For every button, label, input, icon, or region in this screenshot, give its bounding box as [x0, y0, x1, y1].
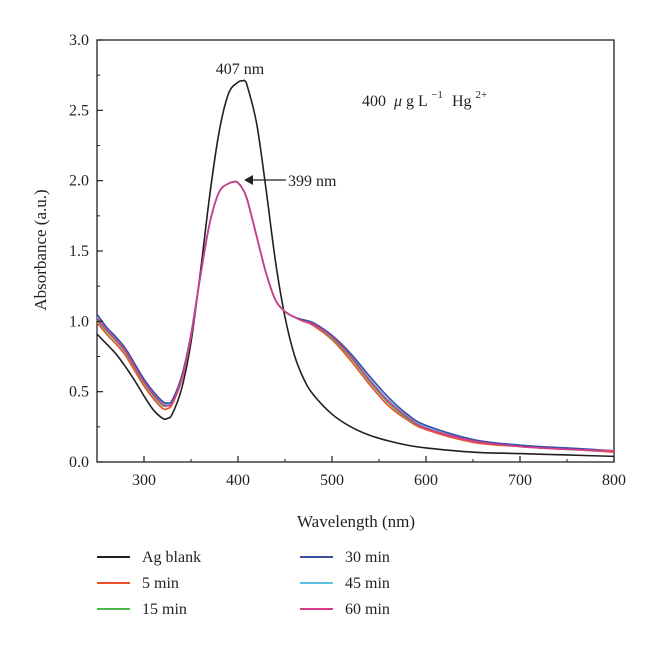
- x-tick-label: 800: [602, 472, 626, 489]
- legend-label: 60 min: [345, 601, 390, 618]
- condition-exp1: −1: [431, 89, 443, 101]
- series-layer: [96, 79, 615, 458]
- x-tick-label: 600: [414, 472, 438, 489]
- condition-exp2: 2+: [476, 89, 488, 101]
- x-axis-ticks: 300 400 500 600 700 800: [96, 456, 626, 489]
- legend: Ag blank 5 min 15 min 30 min 45 min 60 min: [97, 549, 390, 618]
- series-line-5-min: [96, 180, 615, 453]
- x-axis-title: Wavelength (nm): [297, 512, 415, 531]
- legend-label: 30 min: [345, 549, 390, 566]
- y-axis-title: Absorbance (a.u.): [31, 189, 50, 310]
- condition-label: 400 μ g L −1 Hg 2+: [362, 85, 487, 110]
- peak-label-sample: 399 nm: [288, 173, 337, 190]
- condition-ion: Hg: [452, 93, 472, 110]
- x-tick-label: 700: [508, 472, 532, 489]
- legend-label: 5 min: [142, 575, 179, 592]
- x-tick-label: 400: [226, 472, 250, 489]
- legend-label: Ag blank: [142, 549, 201, 566]
- y-tick-label: 0.0: [69, 454, 89, 471]
- y-tick-label: 0.5: [69, 384, 89, 401]
- condition-mu: μ: [393, 93, 402, 110]
- series-line-60-min: [96, 180, 615, 452]
- y-axis-ticks: 0.0 0.5 1.0 1.5 2.0 2.5 3.0: [69, 32, 103, 471]
- peak-label-blank: 407 nm: [216, 61, 265, 78]
- peak-arrow: [244, 175, 286, 185]
- y-tick-label: 2.5: [69, 102, 89, 119]
- legend-label: 45 min: [345, 575, 390, 592]
- condition-amount: 400: [362, 93, 386, 110]
- x-tick-label: 300: [132, 472, 156, 489]
- legend-label: 15 min: [142, 601, 187, 618]
- y-tick-label: 2.0: [69, 173, 89, 190]
- series-line-ag-blank: [96, 79, 615, 458]
- y-tick-label: 1.5: [69, 243, 89, 260]
- x-tick-label: 500: [320, 472, 344, 489]
- y-tick-label: 1.0: [69, 313, 89, 330]
- y-tick-label: 3.0: [69, 32, 89, 49]
- condition-unit: g L: [406, 93, 427, 110]
